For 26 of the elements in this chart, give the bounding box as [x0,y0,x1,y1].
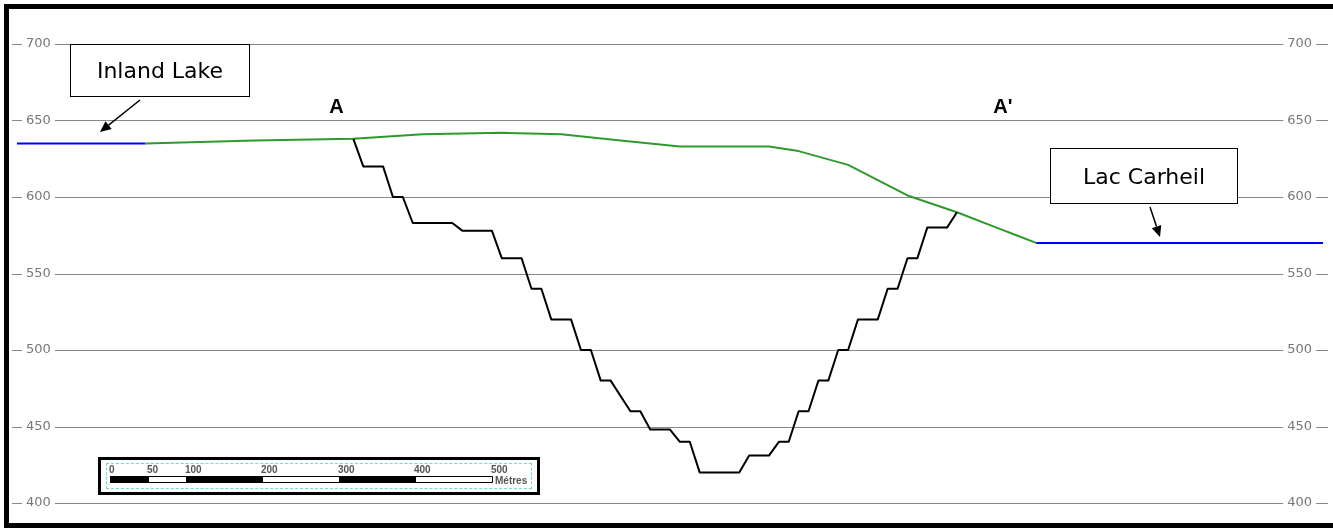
annotation: 50 [147,464,159,475]
y2-tick-label: 500 [1287,341,1312,357]
y-tick-label: 550 [26,264,51,280]
y-tick-label: 700 [26,35,51,51]
annotation: 100 [185,464,202,475]
y-tick-label: 500 [26,341,51,357]
annotation: 400 [414,464,431,475]
y2-tick-label: 600 [1287,188,1312,204]
y-tick-label: 400 [26,494,51,510]
annotation: A [329,94,344,117]
y2-tick-label: 550 [1287,264,1312,280]
y-tick-label: 600 [26,188,51,204]
annotation: 200 [261,464,278,475]
y-tick-label: 450 [26,417,51,433]
y2-tick-label: 400 [1287,494,1312,510]
annotation: 300 [338,464,355,475]
annotation: 500 [491,464,508,475]
annotation: Métres [495,475,528,486]
text: Lac Carheil [1050,148,1238,204]
y2-tick-label: 450 [1287,417,1312,433]
y-tick-label: 650 [26,111,51,127]
y2-tick-label: 700 [1287,35,1312,51]
text: Inland Lake [70,44,250,97]
annotation: 0 [109,464,115,475]
annotation: A' [993,94,1013,117]
y2-tick-label: 650 [1287,111,1312,127]
